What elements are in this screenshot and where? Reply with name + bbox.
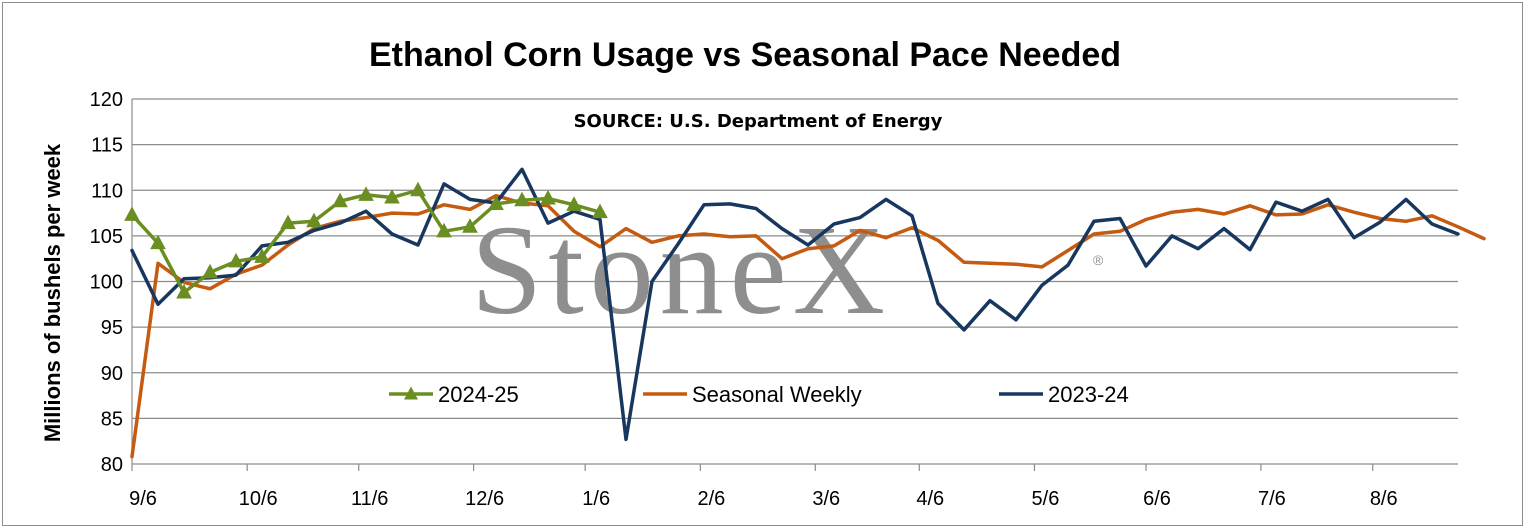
data-point-2024-25 [358, 186, 374, 201]
legend-label-2023-24: 2023-24 [1048, 382, 1129, 407]
x-tick-label: 4/6 [916, 488, 944, 510]
x-tick-label: 12/6 [465, 488, 504, 510]
series-line-seasonal-weekly [130, 193, 1486, 459]
data-point-2024-25 [150, 234, 166, 250]
x-tick-label: 8/6 [1370, 488, 1398, 510]
y-tick-label: 110 [91, 180, 123, 202]
data-point-2024-25 [488, 195, 504, 210]
data-point-2024-25 [124, 206, 140, 221]
data-point-2024-25 [332, 192, 348, 208]
data-point-2024-25 [306, 212, 322, 228]
chart-title: Ethanol Corn Usage vs Seasonal Pace Need… [369, 36, 1121, 74]
data-point-2024-25 [280, 214, 296, 230]
data-point-2024-25 [228, 252, 244, 268]
legend-label-2024-25: 2024-25 [438, 382, 519, 407]
stonex-watermark: StoneX ® [471, 199, 1104, 341]
data-point-2024-25 [384, 188, 400, 204]
x-tick-label: 5/6 [1032, 488, 1060, 510]
data-point-2024-25 [514, 191, 530, 207]
y-tick-label: 90 [101, 363, 123, 385]
y-tick-label: 115 [91, 135, 123, 157]
y-tick-label: 95 [101, 317, 123, 339]
ethanol-line-chart: Ethanol Corn Usage vs Seasonal Pace Need… [40, 36, 1486, 510]
legend-label-seasonal-weekly: Seasonal Weekly [692, 382, 862, 407]
registered-mark: ® [1093, 252, 1104, 268]
chart-source-note: SOURCE: U.S. Department of Energy [574, 111, 943, 132]
series-line-2023-24 [130, 167, 1460, 442]
y-tick-label: 100 [90, 272, 123, 294]
x-tick-label: 2/6 [697, 488, 725, 510]
data-point-2024-25 [254, 248, 270, 263]
y-tick-label: 85 [101, 408, 123, 430]
data-point-2024-25 [540, 189, 556, 205]
x-tick-label: 9/6 [129, 488, 157, 510]
x-tick-label: 1/6 [582, 488, 610, 510]
x-tick-label: 7/6 [1258, 488, 1286, 510]
y-tick-label: 80 [101, 454, 123, 476]
data-point-2024-25 [410, 181, 426, 197]
data-point-2024-25 [176, 283, 192, 299]
y-tick-label: 120 [90, 89, 123, 111]
y-axis-label: Millions of bushels per week [40, 143, 65, 442]
y-tick-label: 105 [90, 226, 123, 248]
data-point-2024-25 [566, 196, 582, 211]
data-point-2024-25 [202, 263, 218, 279]
x-tick-label: 10/6 [239, 488, 278, 510]
x-tick-label: 6/6 [1143, 488, 1171, 510]
data-point-2024-25 [592, 203, 608, 219]
data-point-2024-25 [436, 222, 452, 238]
x-tick-label: 3/6 [812, 488, 840, 510]
legend-marker-2024-25 [404, 386, 418, 400]
watermark-text: StoneX [471, 199, 891, 341]
x-tick-label: 11/6 [351, 488, 388, 510]
data-point-2024-25 [462, 218, 478, 233]
